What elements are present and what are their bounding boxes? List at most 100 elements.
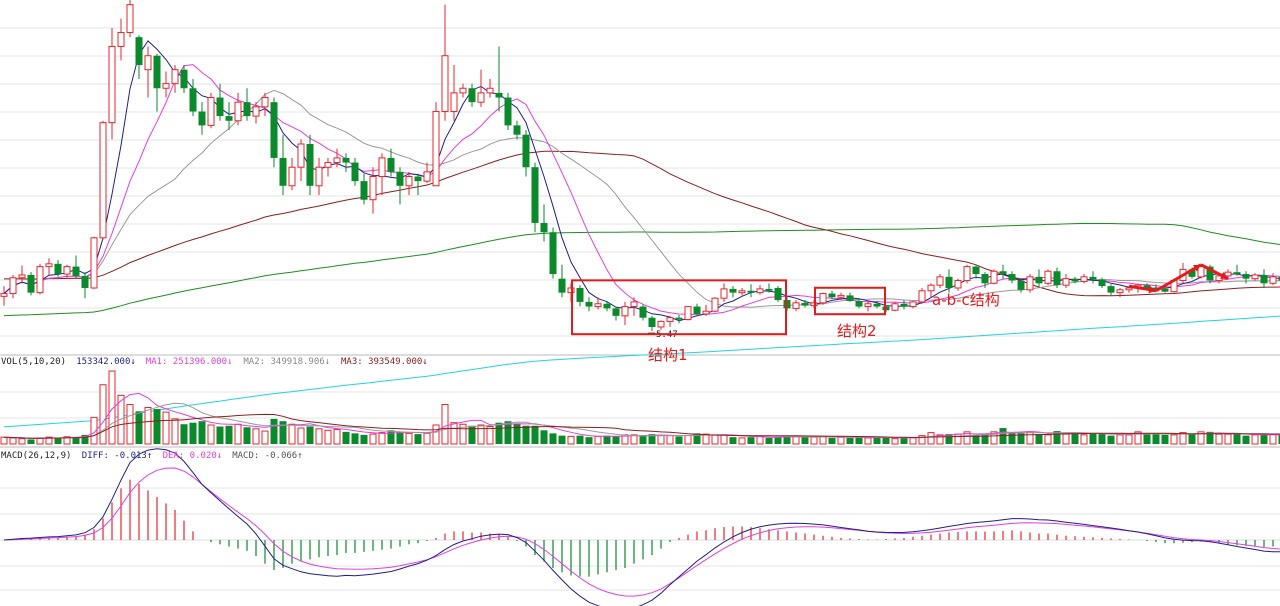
volume-legend-item: MA3: 393549.000↓ — [341, 357, 428, 367]
candle-body-down — [1152, 287, 1160, 289]
volume-bar-up — [738, 437, 746, 445]
candle — [972, 264, 980, 279]
volume-bar-down — [1206, 431, 1214, 444]
candle — [279, 134, 287, 196]
candle — [234, 92, 242, 126]
candle-body-down — [243, 102, 251, 117]
candle-body-down — [765, 288, 773, 291]
volume-legend-item: 153342.000↓ — [76, 357, 136, 367]
candle — [513, 120, 521, 140]
candle-body-up — [486, 87, 494, 94]
volume-bar-down — [360, 434, 368, 444]
candle — [990, 269, 998, 285]
candle-body-down — [855, 300, 863, 307]
candle-body-down — [846, 295, 854, 301]
volume-legend-item: MA2: 349918.906↓ — [243, 357, 330, 367]
volume-bar-down — [729, 437, 737, 444]
volume-bar-up — [1215, 433, 1223, 445]
volume-bar-down — [1107, 435, 1115, 444]
volume-bar-up — [567, 435, 575, 445]
volume-bar-down — [900, 437, 908, 444]
volume-bar-up — [288, 423, 296, 445]
candle-body-down — [1188, 269, 1196, 277]
candle — [603, 301, 611, 312]
candle — [1053, 267, 1061, 288]
volume-bar-down — [522, 425, 530, 444]
volume-bar-up — [891, 438, 899, 445]
candle-body-up — [819, 293, 827, 304]
volume-bar-down — [828, 437, 836, 444]
candle — [855, 299, 863, 309]
volume-bar-up — [1080, 434, 1088, 445]
candle — [144, 46, 152, 98]
candle — [153, 53, 161, 112]
candle — [1251, 273, 1259, 281]
volume-bar-down — [846, 437, 854, 444]
volume-bar-up — [9, 437, 17, 445]
candle — [1116, 287, 1124, 298]
candlesticks — [0, 0, 1280, 332]
volume-bar-down — [1143, 433, 1151, 444]
candle — [1278, 276, 1280, 281]
volume-bar-up — [702, 433, 710, 445]
candle — [1017, 278, 1025, 293]
macd-legend-item: DEA: 0.020↓ — [163, 451, 223, 461]
candle-body-down — [729, 288, 737, 293]
candle-body-up — [18, 274, 26, 279]
volume-bar-down — [612, 436, 620, 444]
candle — [441, 4, 449, 121]
candle-body-down — [513, 125, 521, 135]
volume-bar-up — [324, 429, 332, 445]
candle-body-up — [1116, 289, 1124, 294]
candle-body-down — [135, 37, 143, 66]
volume-bar-down — [675, 436, 683, 444]
candle-body-down — [999, 271, 1007, 275]
candle — [333, 148, 341, 168]
candle-body-down — [675, 317, 683, 320]
candle-body-up — [99, 122, 107, 239]
candle — [405, 171, 413, 196]
candle — [99, 120, 107, 240]
volume-bar-down — [1098, 433, 1106, 444]
candle — [540, 204, 548, 242]
volume-bar-up — [990, 431, 998, 445]
candle — [360, 173, 368, 205]
candle — [801, 300, 809, 308]
candle — [207, 92, 215, 129]
candle — [72, 255, 80, 279]
ma20-line — [3, 89, 1280, 308]
volume-bar-up — [234, 423, 242, 445]
candle — [630, 297, 638, 316]
candle — [261, 92, 269, 117]
volume-bar-up — [117, 394, 125, 445]
candle — [576, 285, 584, 307]
candle-body-down — [900, 303, 908, 307]
candle-body-up — [954, 280, 962, 289]
candle-body-up — [684, 306, 692, 321]
candle-body-up — [288, 166, 296, 187]
candle — [1044, 269, 1052, 286]
candle-body-down — [351, 162, 359, 182]
volume-bar-up — [90, 416, 98, 445]
abc-arrow-head — [1220, 272, 1228, 279]
candle-body-down — [981, 274, 989, 284]
volume-bar-down — [180, 424, 188, 444]
volume-bar-down — [540, 430, 548, 444]
macd-legend-item: MACD: -0.066↑ — [232, 451, 302, 461]
candle-body-down — [27, 274, 35, 293]
ma60-line — [4, 150, 1280, 297]
abc-arrow-head — [1148, 285, 1156, 294]
candle-body-down — [414, 176, 422, 182]
candle-body-up — [666, 317, 674, 322]
candle — [873, 300, 881, 309]
candle — [711, 297, 719, 313]
abc-arrow-head — [1193, 264, 1201, 272]
candle — [828, 290, 836, 300]
candle-body-down — [225, 116, 233, 121]
candle — [945, 269, 953, 293]
volume-bar-down — [72, 437, 80, 444]
volume-bar-down — [855, 437, 863, 444]
volume-bar-up — [1269, 433, 1277, 445]
panel-legends: VOL(5,10,20) 153342.000↓ MA1: 251396.000↓ M… — [1, 357, 428, 461]
